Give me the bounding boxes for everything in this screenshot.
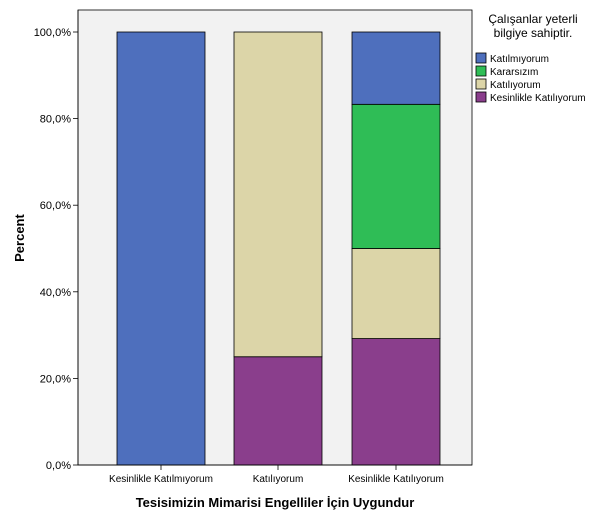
legend-title-line-2: bilgiye sahiptir. — [494, 26, 573, 40]
legend-swatch — [476, 66, 486, 76]
bar-segment — [352, 32, 440, 104]
legend-swatch — [476, 53, 486, 63]
y-tick-label: 40,0% — [40, 287, 71, 299]
bar-segment — [234, 357, 322, 465]
y-tick-label: 100,0% — [34, 27, 72, 39]
x-tick-label: Kesinlikle Katılıyorum — [348, 474, 444, 485]
legend-title-line-1: Çalışanlar yeterli — [488, 12, 577, 26]
x-tick-label: Kesinlikle Katılmıyorum — [109, 474, 213, 485]
bar-segment — [234, 32, 322, 357]
legend-swatch — [476, 79, 486, 89]
y-tick-label: 20,0% — [40, 373, 71, 385]
x-axis: Kesinlikle Katılmıyorum Katılıyorum Kesinl… — [78, 465, 472, 485]
bar-segment — [352, 339, 440, 465]
legend-label: Katılmıyorum — [490, 54, 549, 65]
legend-label: Katılıyorum — [490, 80, 541, 91]
y-axis: 0,0% 20,0% 40,0% 60,0% 80,0% 100,0% — [34, 10, 78, 472]
y-tick-label: 60,0% — [40, 200, 71, 212]
bars-layer — [117, 32, 440, 465]
x-axis-title: Tesisimizin Mimarisi Engelliler İçin Uyg… — [136, 495, 415, 510]
legend-label: Kararsızım — [490, 67, 538, 78]
x-tick-label: Katılıyorum — [253, 474, 304, 485]
y-tick-label: 80,0% — [40, 114, 71, 126]
y-axis-title: Percent — [12, 213, 27, 261]
bar-segment — [352, 104, 440, 248]
legend-label: Kesinlikle Katılıyorum — [490, 93, 586, 104]
bar-segment — [352, 249, 440, 339]
legend-swatch — [476, 92, 486, 102]
y-tick-label: 0,0% — [46, 460, 71, 472]
legend: Çalışanlar yeterli bilgiye sahiptir. Kat… — [476, 12, 586, 104]
bar-segment — [117, 32, 205, 465]
